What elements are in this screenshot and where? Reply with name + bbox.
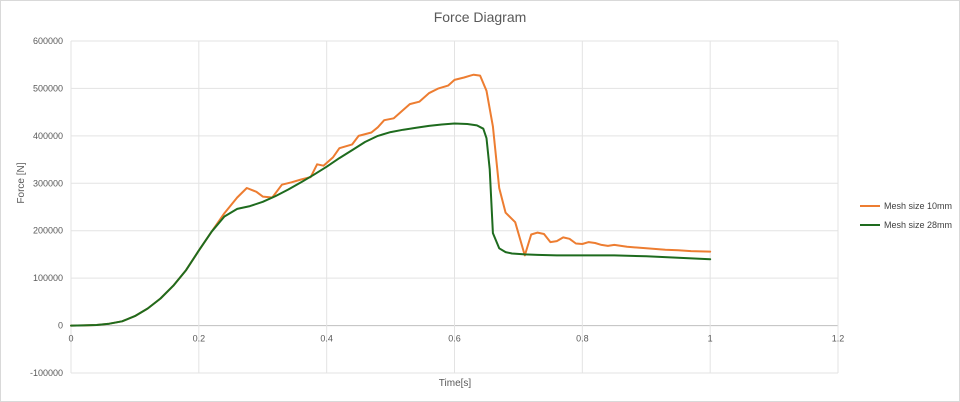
y-tick-label: 100000: [33, 273, 63, 283]
chart-title: Force Diagram: [434, 9, 527, 25]
y-tick-label: 500000: [33, 83, 63, 93]
y-tick-label: 400000: [33, 131, 63, 141]
x-tick-label: 1: [708, 334, 713, 344]
x-tick-label: 0.2: [193, 334, 206, 344]
tick-labels: -100000 0 100000 200000 300000 400000 500000 60…: [30, 36, 844, 378]
x-tick-label: 0.8: [576, 334, 589, 344]
series-line-mesh-28mm: [70, 122, 712, 327]
x-tick-label: 0.4: [320, 334, 333, 344]
legend: Mesh size 10mm Mesh size 28mm: [860, 201, 952, 230]
x-tick-label: 0: [68, 334, 73, 344]
y-tick-label: 300000: [33, 178, 63, 188]
legend-label: Mesh size 28mm: [884, 220, 952, 230]
gridlines: [70, 40, 839, 374]
y-tick-label: 200000: [33, 226, 63, 236]
series-lines: [70, 73, 712, 327]
x-tick-label: 0.6: [448, 334, 461, 344]
y-axis-label: Force [N]: [16, 162, 27, 203]
y-tick-label: 0: [58, 321, 63, 331]
y-tick-label: 600000: [33, 36, 63, 46]
y-tick-label: -100000: [30, 368, 63, 378]
x-tick-label: 1.2: [832, 334, 845, 344]
x-axis-label: Time[s]: [439, 378, 472, 389]
legend-label: Mesh size 10mm: [884, 201, 952, 211]
